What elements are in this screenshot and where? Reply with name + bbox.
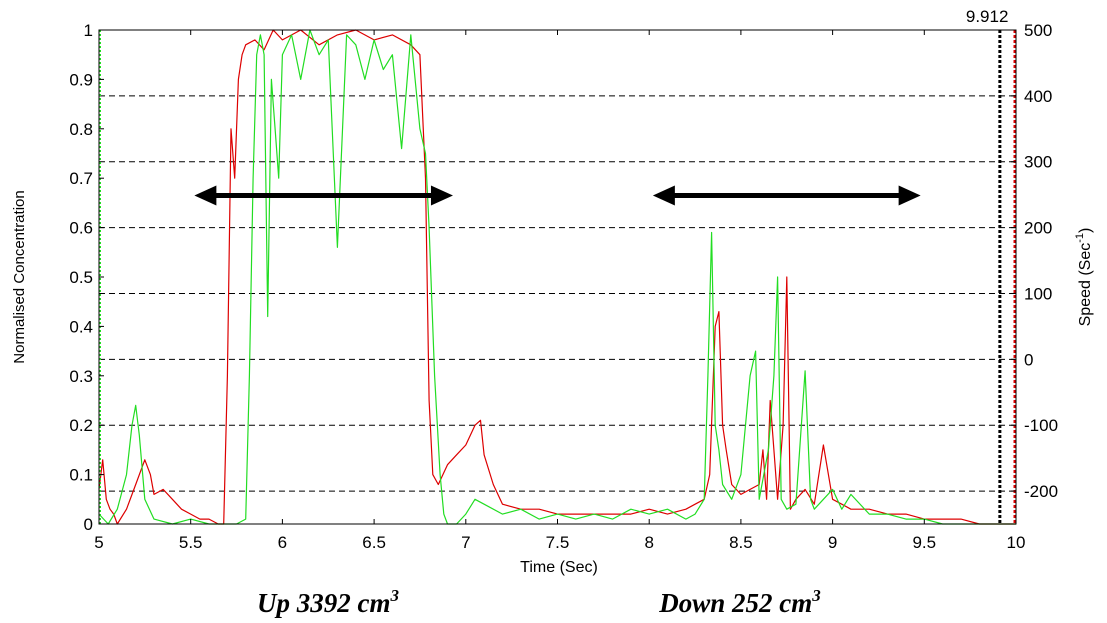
- y2-tick-label: 500: [1024, 21, 1052, 40]
- y-axis-label: Normalised Concentration: [11, 190, 28, 363]
- y-tick-label: 0.8: [69, 120, 93, 139]
- x-tick-label: 9.5: [912, 533, 936, 552]
- axis-ticks: 5 5.5 6 6.5 7 7.5 8 8.5 9 9.5 1000.10.20.30.40.50.…: [69, 21, 1058, 552]
- double-arrows: [194, 185, 921, 206]
- arrow-head-left: [652, 185, 675, 206]
- x-axis-label: Time (Sec): [520, 559, 598, 576]
- y2-tick-label: -200: [1024, 482, 1058, 501]
- y-tick-label: 0.5: [69, 268, 93, 287]
- x-tick-label: 6.5: [362, 533, 386, 552]
- grid-lines: [99, 29, 1016, 492]
- annotation-up-sup: 3: [389, 586, 399, 605]
- x-tick-label: 7.5: [546, 533, 570, 552]
- arrow-head-right: [898, 185, 921, 206]
- y2-tick-label: 300: [1024, 153, 1052, 172]
- x-tick-label: 9: [828, 533, 837, 552]
- annotation-down-text: Down 252 cm: [658, 588, 812, 618]
- series-line-red: [98, 29, 1016, 525]
- y-tick-label: 0.2: [69, 416, 93, 435]
- y2-tick-label: 400: [1024, 87, 1052, 106]
- series-line-green: [98, 29, 1016, 525]
- x-tick-label: 8.5: [729, 533, 753, 552]
- x-tick-label: 6: [278, 533, 287, 552]
- y2-tick-label: 0: [1024, 350, 1033, 369]
- y2-axis-label-close: ): [1077, 228, 1094, 233]
- y-tick-label: 1: [84, 21, 93, 40]
- y2-tick-label: -100: [1024, 416, 1058, 435]
- y-tick-label: 0.1: [69, 466, 93, 485]
- annotation-up-volume: Up 3392 cm3: [257, 586, 399, 618]
- series-lines: [98, 29, 1016, 525]
- y-tick-label: 0.4: [69, 317, 93, 336]
- y-tick-label: 0: [84, 515, 93, 534]
- y-tick-label: 0.3: [69, 367, 93, 386]
- plot-frame: [98, 29, 1017, 525]
- marker-label: 9.912: [966, 7, 1009, 26]
- y-tick-label: 0.7: [69, 169, 93, 188]
- marker-line-group: 9.912: [99, 7, 1017, 524]
- annotation-down-sup: 3: [811, 586, 821, 605]
- y-tick-label: 0.6: [69, 219, 93, 238]
- annotation-up-text: Up 3392 cm: [257, 588, 390, 618]
- y2-axis-label-sup: -1: [1074, 233, 1086, 243]
- y2-axis-label: Speed (Sec-1): [1074, 228, 1094, 327]
- x-tick-label: 5: [94, 533, 103, 552]
- annotation-down-volume: Down 252 cm3: [658, 586, 821, 618]
- arrow-head-left: [194, 185, 217, 206]
- x-tick-label: 8: [644, 533, 653, 552]
- y2-tick-label: 100: [1024, 284, 1052, 303]
- x-tick-label: 5.5: [179, 533, 203, 552]
- y2-axis-label-main: Speed (Sec: [1077, 243, 1094, 327]
- x-tick-label: 7: [461, 533, 470, 552]
- x-tick-label: 10: [1007, 533, 1026, 552]
- arrow-head-right: [430, 185, 453, 206]
- y-tick-label: 0.9: [69, 70, 93, 89]
- y2-tick-label: 200: [1024, 219, 1052, 238]
